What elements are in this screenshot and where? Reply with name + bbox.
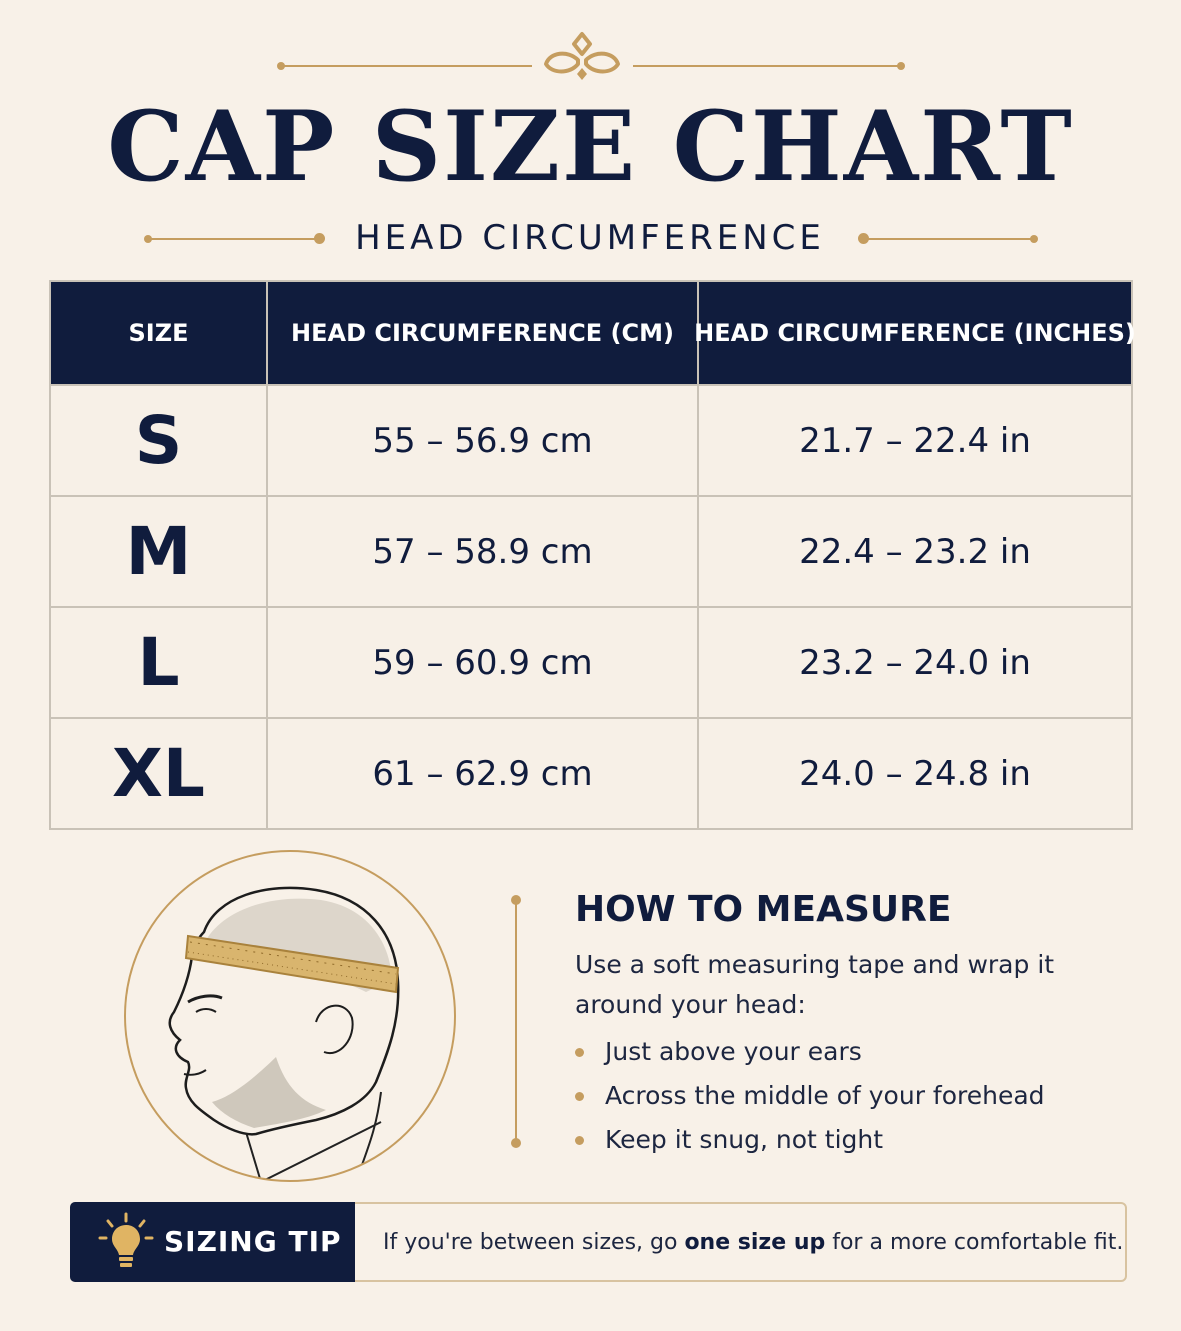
table-row: M 57 – 58.9 cm 22.4 – 23.2 in (51, 495, 1131, 606)
head-with-measuring-tape-icon (168, 886, 400, 1180)
cm-cell: 61 – 62.9 cm (268, 719, 699, 828)
subtitle-dot-left-inner (314, 233, 325, 244)
top-ornament-line-right (633, 65, 901, 67)
column-header-cm: HEAD CIRCUMFERENCE (CM) (268, 282, 699, 384)
measure-steps-list: Just above your ears Across the middle o… (575, 1032, 1135, 1164)
head-illustration (124, 850, 456, 1182)
table-row: L 59 – 60.9 cm 23.2 – 24.0 in (51, 606, 1131, 717)
size-table: SIZE HEAD CIRCUMFERENCE (CM) HEAD CIRCUM… (49, 280, 1136, 830)
how-to-measure-text: Use a soft measuring tape and wrap it ar… (575, 950, 1055, 1019)
bullet-dot-icon (575, 1048, 584, 1057)
sizing-tip-text: If you're between sizes, go one size up … (383, 1224, 1123, 1262)
divider-dot-bottom (511, 1138, 521, 1148)
list-item-text: Just above your ears (605, 1037, 862, 1066)
how-to-measure-title: HOW TO MEASURE (575, 889, 952, 930)
column-header-size: SIZE (51, 282, 268, 384)
subtitle-dot-right-inner (858, 233, 869, 244)
column-header-inches: HEAD CIRCUMFERENCE (INCHES) (694, 319, 1136, 347)
tip-text-after: for a more comfortable fit. (825, 1230, 1124, 1255)
list-item-text: Keep it snug, not tight (605, 1125, 884, 1154)
table-row: S 55 – 56.9 cm 21.7 – 22.4 in (51, 384, 1131, 495)
size-cell: L (51, 608, 268, 717)
subtitle-dot-left (144, 235, 152, 243)
tip-text-bold: one size up (684, 1230, 826, 1255)
top-ornament-dot-right (897, 62, 905, 70)
top-ornament-dot-left (277, 62, 285, 70)
size-cell: M (51, 497, 268, 606)
table-header: SIZE HEAD CIRCUMFERENCE (CM) HEAD CIRCUM… (51, 282, 1136, 384)
list-item: Across the middle of your forehead (575, 1076, 1135, 1120)
table-row: XL 61 – 62.9 cm 24.0 – 24.8 in (51, 717, 1131, 828)
list-item: Keep it snug, not tight (575, 1120, 1135, 1164)
vertical-divider (515, 900, 517, 1145)
size-cell: XL (51, 719, 268, 828)
inches-cell: 24.0 – 24.8 in (799, 753, 1031, 794)
fleur-ornament-icon (544, 32, 620, 80)
inches-cell: 22.4 – 23.2 in (799, 531, 1031, 572)
cm-cell: 57 – 58.9 cm (268, 497, 699, 606)
inches-cell: 23.2 – 24.0 in (799, 642, 1031, 683)
subtitle-dot-right (1030, 235, 1038, 243)
subtitle-line-left (148, 238, 318, 240)
size-cell: S (51, 386, 268, 495)
page-subtitle: HEAD CIRCUMFERENCE (355, 218, 825, 258)
bullet-dot-icon (575, 1092, 584, 1101)
list-item: Just above your ears (575, 1032, 1135, 1076)
inches-cell: 21.7 – 22.4 in (799, 420, 1031, 461)
cm-cell: 59 – 60.9 cm (268, 608, 699, 717)
top-ornament-line-left (280, 65, 532, 67)
lightbulb-icon (98, 1212, 154, 1267)
page-title: CAP SIZE CHART (107, 90, 1074, 203)
cm-cell: 55 – 56.9 cm (268, 386, 699, 495)
tip-text-before: If you're between sizes, go (383, 1230, 685, 1255)
subtitle-line-right (864, 238, 1034, 240)
list-item-text: Across the middle of your forehead (605, 1081, 1045, 1110)
sizing-tip-label: SIZING TIP (164, 1225, 342, 1258)
bullet-dot-icon (575, 1136, 584, 1145)
